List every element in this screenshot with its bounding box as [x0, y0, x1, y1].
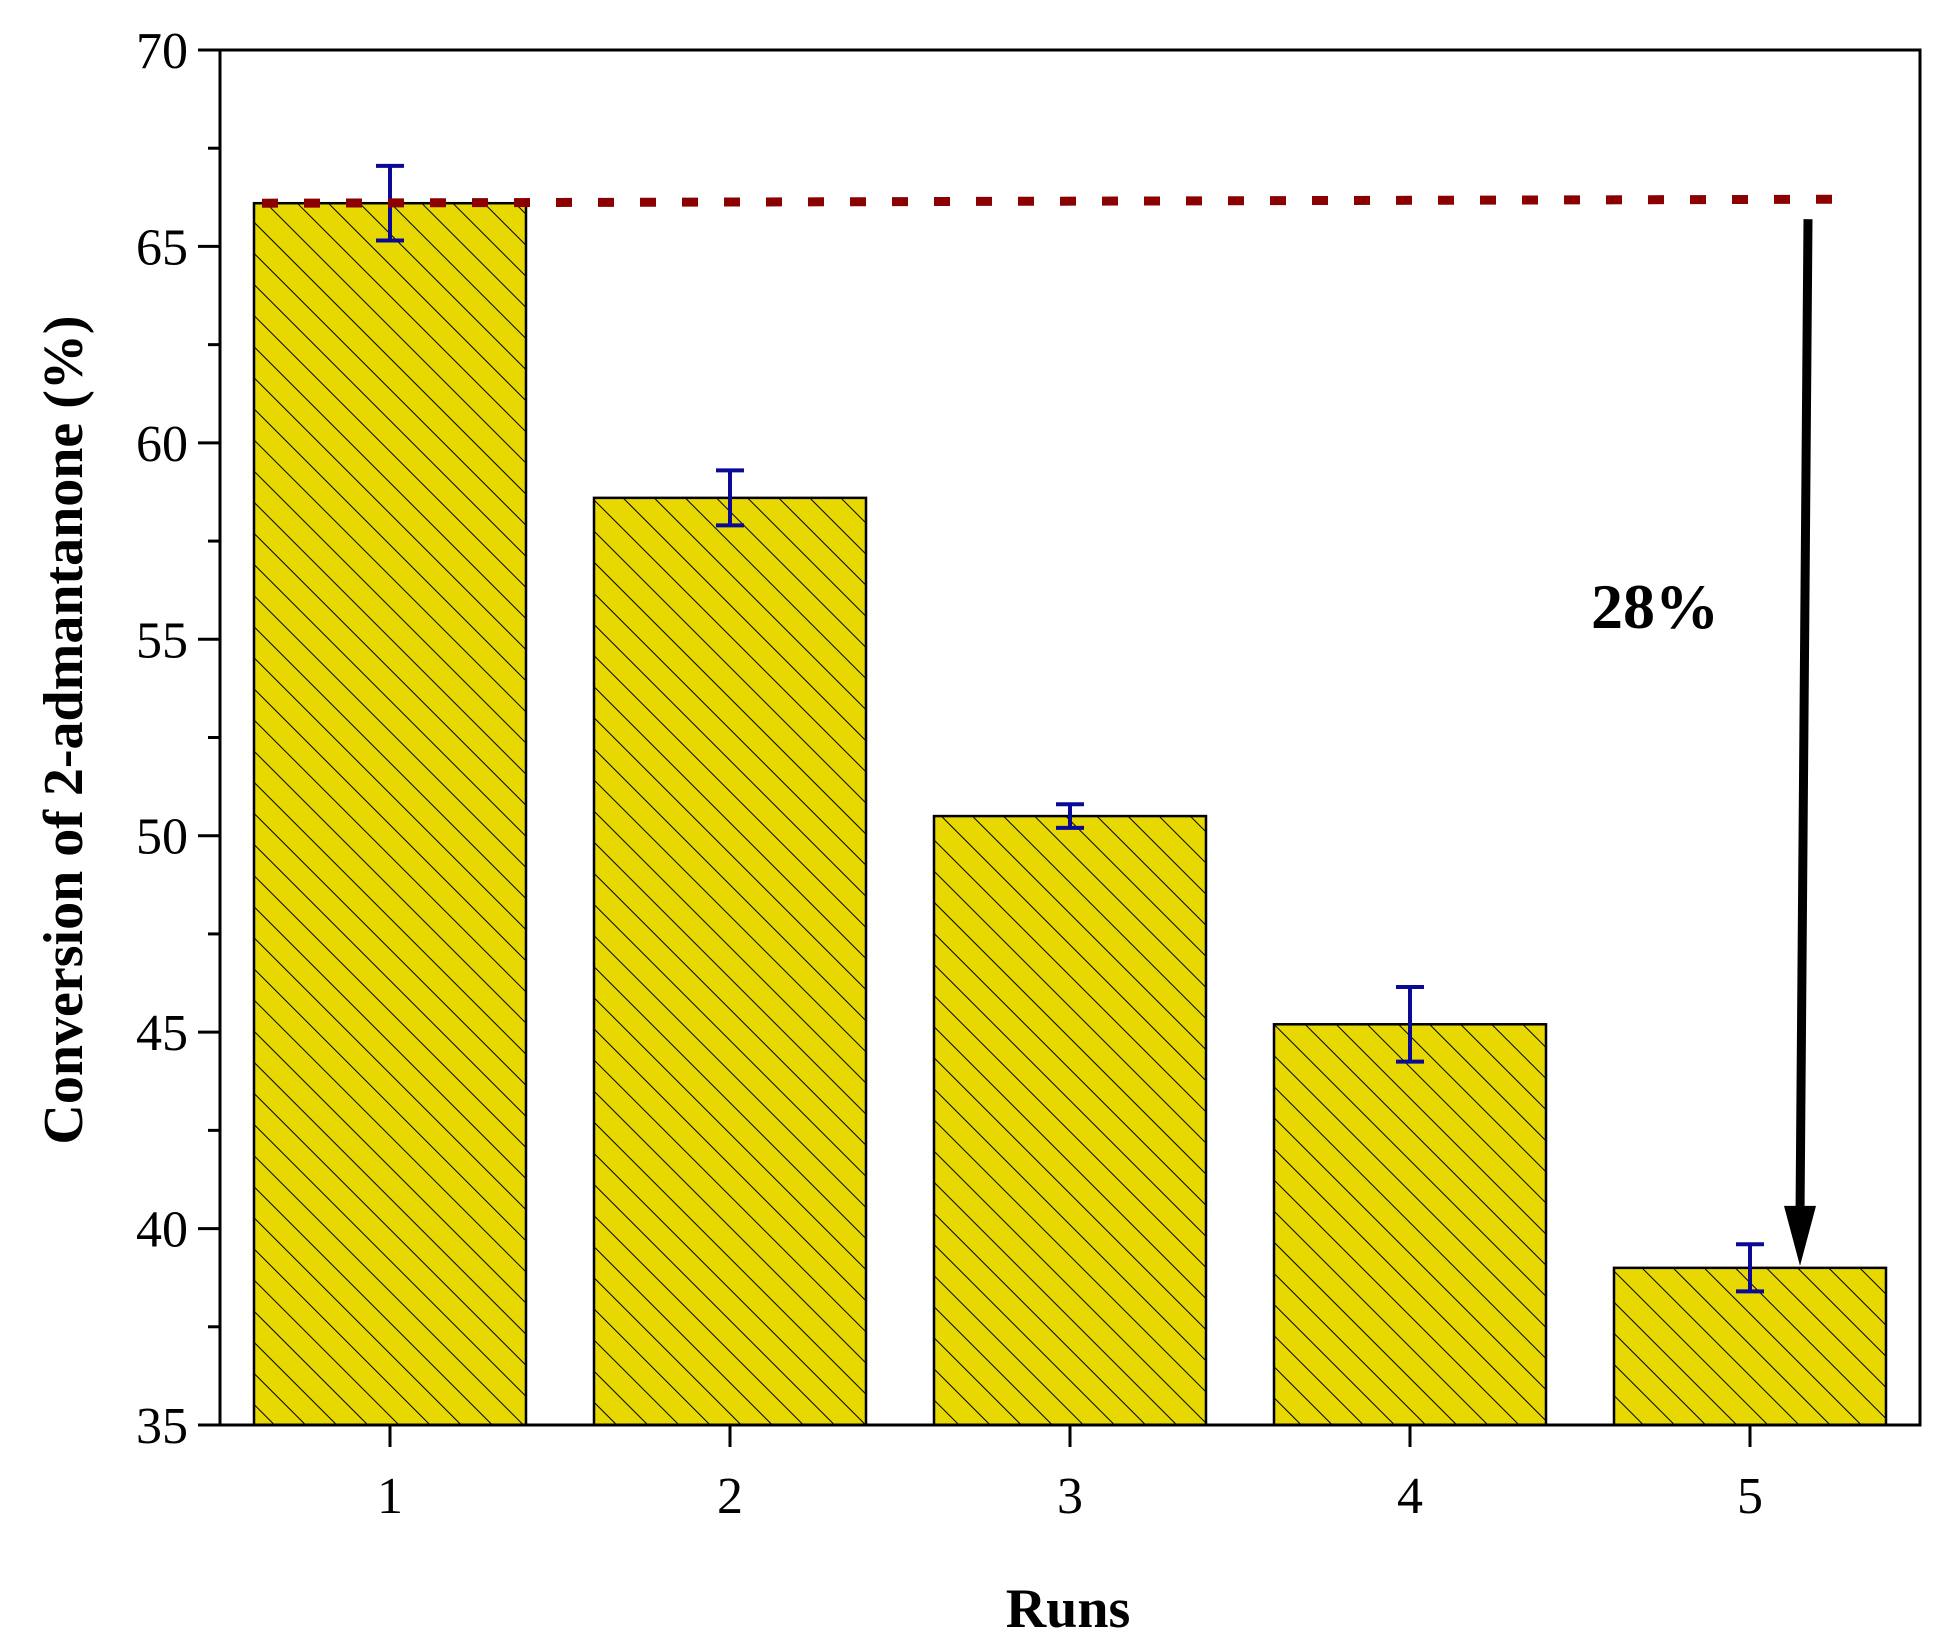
- x-tick-label-3: 3: [1057, 1468, 1083, 1525]
- y-tick-label-55: 55: [136, 612, 188, 669]
- y-tick-label-65: 65: [136, 219, 188, 276]
- error-bar-5: [1736, 1242, 1764, 1294]
- error-bar-2: [716, 468, 744, 528]
- reference-line-layer: [261, 194, 1846, 208]
- bar-3: [932, 814, 1208, 1427]
- x-tick-label-2: 2: [717, 1468, 743, 1525]
- y-axis-title: Conversion of 2-admantanone (%): [33, 315, 95, 1144]
- y-tick-label-35: 35: [136, 1398, 188, 1455]
- x-tick-label-5: 5: [1737, 1468, 1763, 1525]
- x-axis-title: Runs: [1006, 1578, 1131, 1640]
- x-tick-label-4: 4: [1397, 1468, 1423, 1525]
- bar-4: [1272, 1023, 1548, 1427]
- y-tick-label-40: 40: [136, 1202, 188, 1259]
- bar-2: [592, 496, 868, 1427]
- drop-arrow-head: [1784, 1205, 1816, 1266]
- error-bar-3: [1056, 802, 1084, 830]
- annotation-layer: 28%: [1591, 219, 1816, 1266]
- error-bar-4: [1396, 984, 1424, 1064]
- y-tick-label-60: 60: [136, 416, 188, 473]
- reference-line: [261, 194, 1846, 208]
- drop-arrow-shaft: [1795, 219, 1813, 1216]
- error-bars: [376, 163, 1764, 1294]
- y-tick-label-45: 45: [136, 1005, 188, 1062]
- drop-annotation: 28%: [1591, 571, 1719, 642]
- y-tick-label-70: 70: [136, 23, 188, 80]
- bar-1: [252, 201, 528, 1427]
- x-tick-label-1: 1: [377, 1468, 403, 1525]
- y-tick-label-50: 50: [136, 809, 188, 866]
- bars: [252, 201, 1888, 1427]
- bar-5: [1612, 1266, 1888, 1427]
